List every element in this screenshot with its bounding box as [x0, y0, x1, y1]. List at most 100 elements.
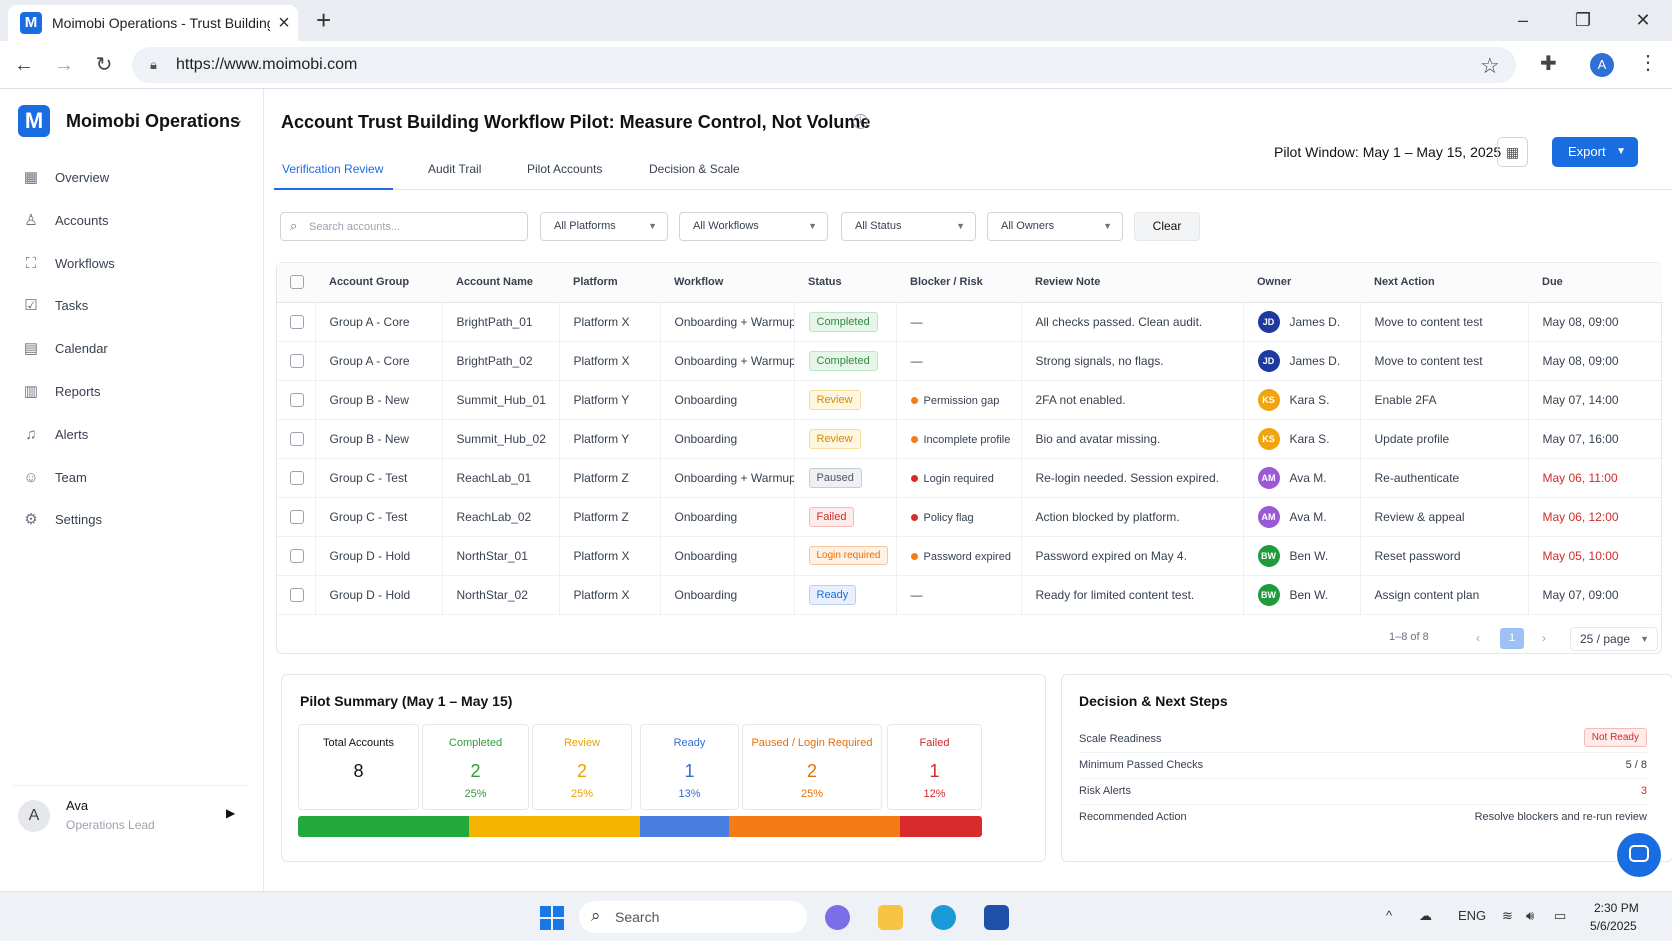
cell-next-action[interactable]: Move to content test [1360, 302, 1529, 342]
tab-decision-scale[interactable]: Decision & Scale [649, 162, 740, 176]
bookmark-star-icon[interactable]: ☆ [1480, 53, 1500, 78]
cell-account-name[interactable]: NorthStar_02 [442, 575, 560, 615]
chat-app-icon[interactable] [825, 905, 850, 930]
table-row[interactable]: Group B - New Summit_Hub_02 Platform Y Onbo… [277, 419, 1663, 459]
sidebar-item-accounts[interactable]: ♙ Accounts [0, 204, 263, 238]
chevron-down-icon[interactable]: ⌄ [232, 111, 244, 127]
tab-pilot-accounts[interactable]: Pilot Accounts [527, 162, 603, 176]
calendar-button[interactable]: ▦ [1497, 137, 1528, 167]
minimize-icon[interactable]: – [1517, 10, 1528, 30]
sidebar-item-overview[interactable]: ▦ Overview [0, 161, 263, 195]
clock-date[interactable]: 5/6/2025 [1590, 919, 1637, 933]
back-icon[interactable]: ← [14, 54, 34, 76]
url-bar[interactable]: 🔒︎ https://www.moimobi.com ☆ [132, 47, 1516, 83]
cell-account-name[interactable]: BrightPath_01 [442, 302, 560, 342]
next-page-icon[interactable]: › [1542, 631, 1546, 645]
workspace-name[interactable]: Moimobi Operations [66, 111, 241, 131]
browser-tab[interactable]: M Moimobi Operations - Trust Building × [8, 5, 298, 41]
user-profile[interactable]: A Ava Operations Lead ▶ [12, 785, 248, 849]
select-all-checkbox[interactable] [290, 275, 304, 290]
col-workflow[interactable]: Workflow [660, 263, 794, 303]
col-blocker-risk[interactable]: Blocker / Risk [896, 263, 1021, 303]
col-due[interactable]: Due [1528, 263, 1663, 303]
row-checkbox[interactable] [290, 548, 304, 563]
store-icon[interactable] [984, 905, 1009, 930]
forward-icon[interactable]: → [54, 54, 74, 76]
cell-account-name[interactable]: Summit_Hub_02 [442, 419, 560, 459]
new-tab-icon[interactable]: + [316, 5, 332, 35]
file-explorer-icon[interactable] [878, 905, 903, 930]
col-next-action[interactable]: Next Action [1360, 263, 1528, 303]
row-checkbox[interactable] [290, 392, 304, 407]
reload-icon[interactable]: ↻ [95, 54, 113, 76]
sidebar-item-settings[interactable]: ⚙ Settings [0, 503, 263, 537]
cloud-icon[interactable]: ☁ [1419, 908, 1432, 923]
row-checkbox[interactable] [290, 509, 304, 524]
clear-filters-button[interactable]: Clear [1134, 212, 1200, 241]
workflow-filter[interactable]: All Workflows ▼ [679, 212, 828, 241]
table-row[interactable]: Group D - Hold NorthStar_02 Platform X Onbo… [277, 575, 1663, 615]
owner-filter[interactable]: All Owners ▼ [987, 212, 1123, 241]
platform-filter[interactable]: All Platforms ▼ [540, 212, 668, 241]
cell-account-name[interactable]: BrightPath_02 [442, 341, 560, 381]
cell-next-action[interactable]: Enable 2FA [1360, 380, 1529, 420]
col-account-name[interactable]: Account Name [442, 263, 559, 303]
language-indicator[interactable]: ENG [1458, 908, 1487, 923]
col-status[interactable]: Status [794, 263, 896, 303]
maximize-icon[interactable]: ❐ [1574, 10, 1592, 30]
col-account-group[interactable]: Account Group [315, 263, 442, 303]
row-checkbox[interactable] [290, 470, 304, 485]
caret-right-icon[interactable]: ▶ [226, 806, 236, 820]
cell-next-action[interactable]: Assign content plan [1360, 575, 1529, 615]
info-icon[interactable]: i [853, 114, 868, 129]
taskbar-search[interactable]: ⌕ Search [579, 901, 807, 933]
close-tab-icon[interactable]: × [278, 12, 290, 34]
col-platform[interactable]: Platform [559, 263, 660, 303]
table-row[interactable]: Group A - Core BrightPath_01 Platform X Onb… [277, 302, 1663, 342]
export-button[interactable]: Export ▼ [1552, 137, 1638, 167]
wifi-icon[interactable]: ≋ [1502, 908, 1513, 923]
cell-account-name[interactable]: Summit_Hub_01 [442, 380, 560, 420]
tray-chevron-icon[interactable]: ^ [1386, 908, 1393, 923]
tab-audit-trail[interactable]: Audit Trail [428, 162, 482, 176]
current-page-button[interactable]: 1 [1500, 628, 1524, 649]
sidebar-item-tasks[interactable]: ☑ Tasks [0, 289, 263, 323]
table-row[interactable]: Group A - Core BrightPath_02 Platform X Onb… [277, 341, 1663, 381]
edge-browser-icon[interactable] [931, 905, 956, 930]
volume-icon[interactable]: 🔊︎ [1526, 908, 1535, 923]
clock-time[interactable]: 2:30 PM [1594, 901, 1639, 915]
profile-avatar[interactable]: A [1590, 53, 1614, 77]
sidebar-item-workflows[interactable]: ⛶ Workflows [0, 247, 263, 281]
prev-page-icon[interactable]: ‹ [1476, 631, 1480, 645]
windows-start-icon[interactable] [540, 906, 564, 930]
row-checkbox[interactable] [290, 353, 304, 368]
sidebar-item-calendar[interactable]: ▤ Calendar [0, 332, 263, 366]
cell-next-action[interactable]: Move to content test [1360, 341, 1529, 381]
battery-icon[interactable]: ▭ [1554, 908, 1567, 923]
cell-next-action[interactable]: Re-authenticate [1360, 458, 1529, 498]
cell-next-action[interactable]: Update profile [1360, 419, 1529, 459]
cell-account-name[interactable]: NorthStar_01 [442, 536, 560, 576]
sidebar-item-alerts[interactable]: ♫ Alerts [0, 418, 263, 452]
row-checkbox[interactable] [290, 431, 304, 446]
col-owner[interactable]: Owner [1243, 263, 1360, 303]
cell-account-name[interactable]: ReachLab_02 [442, 497, 560, 537]
browser-menu-icon[interactable]: ⋮ [1638, 52, 1658, 74]
sidebar-item-team[interactable]: ☺ Team [0, 461, 263, 495]
table-row[interactable]: Group C - Test ReachLab_01 Platform Z Onboa… [277, 458, 1663, 498]
page-size-select[interactable]: 25 / page ▼ [1570, 627, 1658, 651]
extensions-icon[interactable]: ✚ [1540, 53, 1557, 75]
cell-next-action[interactable]: Reset password [1360, 536, 1529, 576]
row-checkbox[interactable] [290, 587, 304, 602]
row-checkbox[interactable] [290, 314, 304, 329]
chat-button[interactable] [1617, 833, 1661, 877]
tab-verification-review[interactable]: Verification Review [282, 162, 384, 176]
table-row[interactable]: Group B - New Summit_Hub_01 Platform Y Onbo… [277, 380, 1663, 420]
table-row[interactable]: Group C - Test ReachLab_02 Platform Z Onboa… [277, 497, 1663, 537]
cell-next-action[interactable]: Review & appeal [1360, 497, 1529, 537]
status-filter[interactable]: All Status ▼ [841, 212, 976, 241]
close-window-icon[interactable]: ✕ [1635, 10, 1651, 30]
cell-account-name[interactable]: ReachLab_01 [442, 458, 560, 498]
table-row[interactable]: Group D - Hold NorthStar_01 Platform X Onbo… [277, 536, 1663, 576]
sidebar-item-reports[interactable]: ▥ Reports [0, 375, 263, 409]
